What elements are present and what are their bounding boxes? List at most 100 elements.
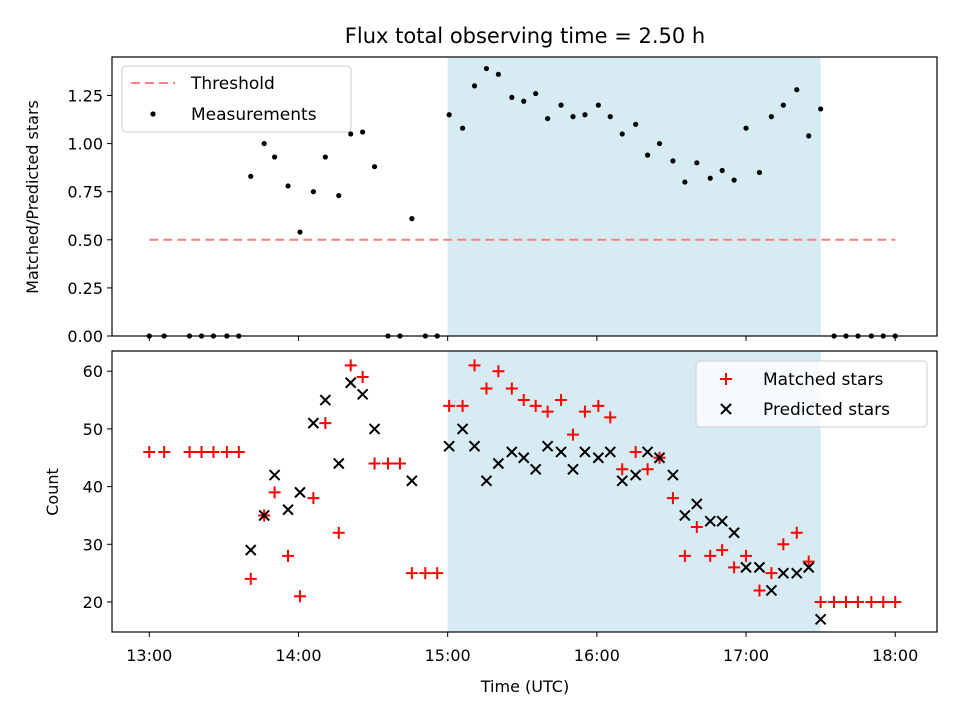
measurement-point bbox=[509, 94, 515, 101]
predicted-star-point bbox=[541, 440, 554, 452]
matched-star-point bbox=[293, 590, 306, 603]
matched-star-point bbox=[740, 549, 753, 562]
predicted-star-point bbox=[245, 544, 257, 556]
predicted-star-point bbox=[629, 469, 642, 481]
matched-star-point bbox=[232, 445, 245, 458]
bottom-x-tick-label: 18:00 bbox=[872, 646, 918, 665]
predicted-star-point bbox=[258, 509, 270, 522]
matched-star-point bbox=[678, 549, 691, 562]
matched-stars-series bbox=[143, 359, 902, 608]
measurement-point bbox=[371, 164, 378, 170]
measurement-point bbox=[644, 152, 651, 158]
matched-star-point bbox=[368, 457, 381, 470]
measurement-point bbox=[619, 131, 625, 137]
predicted-star-point bbox=[518, 452, 530, 464]
measurement-point bbox=[595, 102, 601, 108]
matched-star-point bbox=[629, 445, 642, 458]
measurement-point bbox=[670, 158, 676, 164]
matched-star-point bbox=[468, 359, 481, 372]
matched-star-point bbox=[765, 567, 778, 580]
matched-star-point bbox=[480, 382, 493, 395]
bottom-y-tick-label: 30 bbox=[83, 535, 103, 554]
measurement-point bbox=[694, 160, 700, 166]
matched-star-point bbox=[282, 549, 295, 562]
measurement-point bbox=[336, 192, 342, 199]
matched-star-point bbox=[319, 417, 332, 430]
measurement-point bbox=[743, 125, 749, 131]
matched-star-point bbox=[716, 544, 729, 557]
matched-star-point bbox=[828, 595, 841, 608]
matched-star-point bbox=[431, 567, 444, 580]
matched-star-point bbox=[419, 567, 432, 580]
predicted-star-point bbox=[667, 469, 679, 481]
matched-star-point bbox=[505, 382, 518, 395]
measurement-point bbox=[731, 177, 737, 183]
measurement-point bbox=[409, 216, 415, 222]
predicted-star-point bbox=[282, 503, 294, 516]
matched-star-point bbox=[220, 445, 233, 458]
measurement-point bbox=[558, 102, 564, 108]
matched-star-point bbox=[381, 457, 394, 470]
matched-star-point bbox=[332, 526, 345, 539]
bottom-x-tick-label: 13:00 bbox=[126, 646, 172, 665]
matched-star-point bbox=[802, 555, 815, 568]
measurement-point bbox=[768, 114, 775, 120]
predicted-star-point bbox=[567, 463, 579, 475]
measurement-point bbox=[719, 167, 725, 174]
matched-star-point bbox=[183, 445, 196, 458]
measurement-point bbox=[570, 114, 576, 120]
bottom-y-tick-label: 20 bbox=[83, 593, 103, 612]
measurement-point bbox=[310, 189, 317, 195]
predicted-star-point bbox=[456, 423, 469, 435]
predicted-star-point bbox=[492, 457, 505, 470]
matched-star-point bbox=[143, 445, 156, 458]
matched-star-point bbox=[814, 595, 827, 608]
legend-measurements-label: Measurements bbox=[191, 105, 317, 125]
predicted-star-point bbox=[604, 446, 616, 458]
predicted-star-point bbox=[356, 388, 369, 400]
matched-star-point bbox=[865, 595, 878, 608]
legend-threshold-label: Threshold bbox=[190, 74, 275, 94]
matched-star-point bbox=[777, 538, 790, 551]
measurement-point bbox=[459, 125, 466, 131]
matched-star-point bbox=[517, 394, 530, 407]
bottom-y-tick-label: 60 bbox=[83, 362, 103, 381]
predicted-star-point bbox=[579, 446, 591, 458]
bottom-y-tick-label: 40 bbox=[83, 478, 103, 497]
predicted-star-point bbox=[268, 469, 281, 481]
matched-star-point bbox=[889, 595, 902, 608]
measurement-point bbox=[607, 114, 613, 120]
matched-star-point bbox=[158, 445, 171, 458]
measurement-point bbox=[483, 65, 490, 72]
measurement-point bbox=[471, 83, 478, 89]
matched-star-point bbox=[592, 399, 605, 412]
matched-star-point bbox=[541, 405, 554, 418]
predicted-star-point bbox=[443, 440, 455, 452]
measurement-point bbox=[794, 87, 800, 93]
matched-star-point bbox=[456, 399, 469, 412]
measurement-point bbox=[495, 71, 501, 77]
predicted-star-point bbox=[506, 446, 518, 458]
predicted-star-point bbox=[716, 515, 728, 527]
chart-title: Flux total observing time = 2.50 h bbox=[345, 24, 705, 48]
predicted-star-point bbox=[319, 394, 332, 406]
predicted-star-point bbox=[641, 446, 654, 458]
legend-measurements-swatch bbox=[150, 111, 156, 117]
bottom-y-axis: 20 30 40 50 60 bbox=[83, 362, 112, 612]
matched-star-point bbox=[195, 445, 208, 458]
top-panel: 0.00 0.25 0.50 0.75 1.00 1.25 Matched/Predict… bbox=[23, 56, 938, 346]
predicted-star-point bbox=[529, 463, 542, 475]
bottom-x-tick-label: 16:00 bbox=[574, 646, 620, 665]
measurement-point bbox=[533, 90, 539, 97]
matched-star-point bbox=[356, 370, 369, 383]
predicted-star-point bbox=[740, 561, 752, 574]
measurement-point bbox=[756, 169, 763, 176]
matched-star-point bbox=[393, 457, 406, 470]
matched-star-point bbox=[753, 584, 766, 597]
measurement-point bbox=[818, 106, 824, 112]
matched-star-point bbox=[268, 486, 281, 499]
measurement-point bbox=[633, 121, 639, 127]
matched-star-point bbox=[641, 463, 654, 476]
predicted-star-point bbox=[679, 509, 691, 522]
